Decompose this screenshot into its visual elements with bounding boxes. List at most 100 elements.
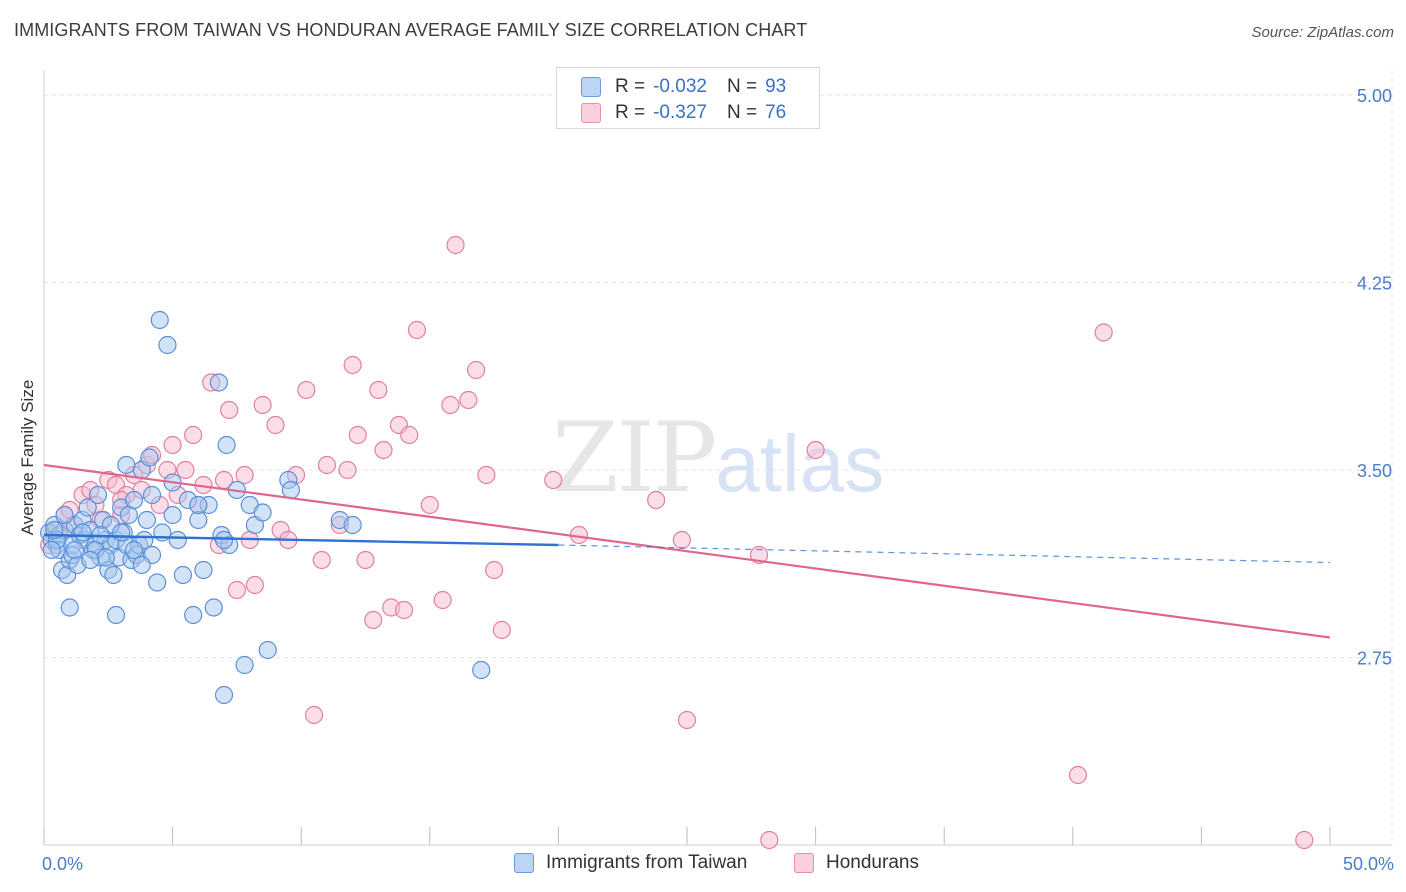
chart-title: IMMIGRANTS FROM TAIWAN VS HONDURAN AVERA…	[14, 20, 808, 40]
point-hondurans	[466, 360, 486, 380]
point-hondurans	[485, 560, 504, 580]
point-hondurans	[677, 710, 697, 730]
point-hondurans	[369, 380, 388, 400]
point-hondurans	[343, 355, 362, 375]
point-hondurans	[441, 395, 460, 415]
point-hondurans	[184, 425, 203, 445]
point-taiwan	[281, 480, 301, 500]
point-hondurans	[338, 460, 357, 480]
point-taiwan	[253, 503, 272, 522]
legend-n-label: N =	[726, 76, 758, 97]
point-hondurans	[364, 610, 383, 630]
legend-row-taiwan: R = -0.032 N = 93	[581, 74, 786, 100]
watermark-zip: ZIP	[552, 402, 717, 514]
point-hondurans	[348, 425, 367, 445]
point-hondurans	[266, 415, 285, 435]
axes	[43, 70, 1392, 846]
point-taiwan	[235, 655, 254, 675]
point-hondurans	[544, 470, 563, 490]
point-hondurans	[356, 550, 375, 570]
legend-item-taiwan: Immigrants from Taiwan	[514, 852, 747, 874]
point-taiwan	[168, 530, 187, 550]
point-taiwan	[117, 455, 136, 475]
point-taiwan	[137, 510, 156, 530]
legend-r-value: -0.327	[653, 102, 707, 123]
legend-swatch-hondurans	[794, 853, 814, 873]
legend-label-hondurans: Hondurans	[826, 852, 919, 873]
point-hondurans	[647, 490, 666, 510]
point-taiwan	[96, 548, 115, 567]
point-taiwan	[78, 498, 97, 517]
legend-r-label: R =	[615, 76, 646, 97]
trend-lines	[43, 463, 1331, 639]
x-tick-label: 50.0%	[1343, 854, 1394, 874]
legend-swatch-hondurans	[581, 103, 601, 123]
point-hondurans	[420, 495, 439, 515]
trend-line-taiwan-extension	[558, 544, 1331, 564]
point-hondurans	[163, 435, 182, 455]
point-taiwan	[209, 373, 228, 392]
y-tick-label: 4.25	[1357, 274, 1392, 294]
point-taiwan	[194, 560, 213, 580]
point-hondurans	[227, 580, 246, 600]
point-hondurans	[492, 620, 511, 640]
point-hondurans	[760, 830, 779, 850]
point-taiwan	[204, 598, 223, 617]
point-hondurans	[1094, 323, 1113, 342]
point-hondurans	[394, 600, 414, 620]
legend-r-value: -0.032	[653, 76, 707, 97]
point-taiwan	[124, 540, 144, 560]
point-hondurans	[477, 465, 496, 485]
point-taiwan	[158, 335, 177, 355]
source-label: Source: ZipAtlas.com	[1251, 24, 1394, 41]
correlation-legend: R = -0.032 N = 93 R = -0.327 N = 76	[556, 67, 820, 129]
grid-lines	[44, 70, 1393, 845]
point-taiwan	[217, 435, 236, 455]
watermark: ZIPatlas	[552, 402, 884, 514]
point-hondurans	[176, 460, 195, 480]
point-hondurans	[374, 440, 393, 460]
point-hondurans	[253, 395, 272, 415]
y-tick-label: 5.00	[1357, 86, 1392, 106]
point-taiwan	[81, 550, 100, 570]
point-hondurans	[317, 455, 337, 475]
point-taiwan	[140, 448, 159, 467]
x-tick-label: 0.0%	[42, 854, 83, 874]
point-taiwan	[173, 565, 192, 585]
point-taiwan	[124, 490, 144, 510]
point-taiwan	[112, 523, 131, 542]
point-hondurans	[1295, 830, 1314, 850]
point-taiwan	[472, 660, 491, 680]
point-taiwan	[148, 573, 167, 592]
point-taiwan	[65, 540, 84, 560]
point-hondurans	[407, 320, 427, 340]
legend-swatch-taiwan	[581, 77, 601, 97]
legend-n-value: 76	[765, 102, 787, 123]
point-taiwan	[55, 505, 74, 525]
point-taiwan	[163, 505, 182, 525]
legend-label-taiwan: Immigrants from Taiwan	[546, 852, 748, 873]
point-taiwan	[184, 605, 203, 625]
legend-item-hondurans: Hondurans	[794, 852, 919, 874]
legend-swatch-taiwan	[514, 853, 534, 873]
y-tick-label: 2.75	[1357, 649, 1392, 669]
point-hondurans	[304, 705, 324, 725]
point-hondurans	[297, 380, 316, 400]
point-taiwan	[42, 540, 61, 560]
point-taiwan	[150, 310, 169, 330]
points-taiwan	[40, 310, 491, 705]
watermark-atlas: atlas	[715, 419, 885, 508]
point-hondurans	[672, 530, 691, 550]
point-taiwan	[88, 485, 108, 505]
point-taiwan	[258, 640, 277, 660]
point-taiwan	[73, 523, 92, 542]
point-hondurans	[806, 440, 825, 460]
point-taiwan	[106, 605, 126, 625]
legend-n-value: 93	[765, 76, 787, 97]
legend-n-label: N =	[726, 102, 758, 123]
y-tick-label: 3.50	[1357, 461, 1392, 481]
legend-r-label: R =	[615, 102, 646, 123]
point-hondurans	[312, 550, 331, 570]
point-taiwan	[132, 555, 151, 575]
